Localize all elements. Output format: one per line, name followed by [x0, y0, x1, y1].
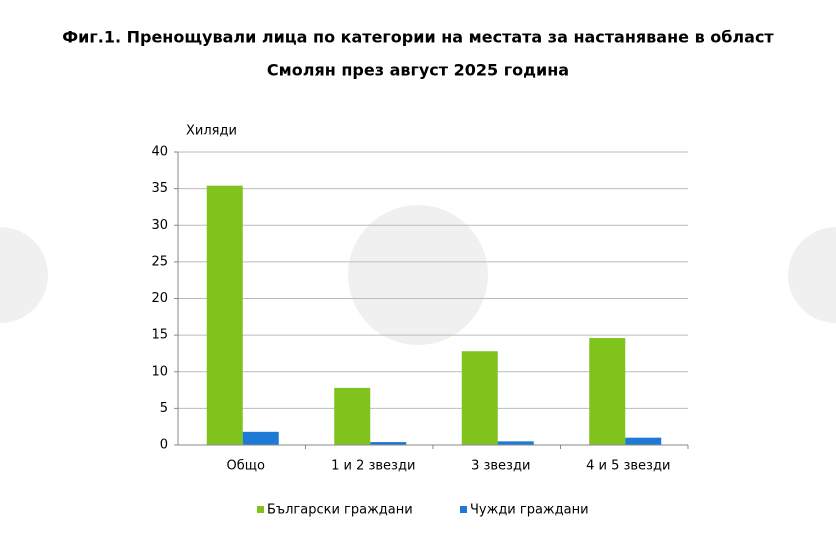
y-tick-label: 20: [151, 291, 168, 306]
watermark: [0, 205, 836, 345]
y-tick-label: 35: [151, 181, 168, 196]
x-tick-label: 4 и 5 звезди: [586, 459, 670, 474]
y-axis-label: Хиляди: [186, 124, 237, 139]
chart-title: Смолян през август 2025 година: [267, 61, 569, 80]
y-tick-label: 15: [151, 328, 168, 343]
y-tick-label: 10: [151, 364, 168, 379]
legend-swatch: [257, 506, 264, 513]
x-tick-label: 1 и 2 звезди: [331, 459, 415, 474]
bar: [206, 185, 243, 445]
bar: [461, 351, 498, 445]
y-tick-label: 0: [160, 438, 168, 453]
y-tick-label: 30: [151, 218, 168, 233]
bar: [589, 338, 626, 445]
x-tick-label: 3 звезди: [471, 459, 530, 474]
bar: [497, 441, 534, 445]
y-tick-label: 25: [151, 254, 168, 269]
legend-label: Чужди граждани: [470, 503, 589, 518]
legend-label: Български граждани: [267, 503, 413, 518]
legend-swatch: [460, 506, 467, 513]
x-tick-label: Общо: [227, 459, 265, 474]
bar: [625, 437, 662, 445]
bar: [370, 442, 407, 445]
bar: [334, 387, 371, 445]
y-tick-label: 5: [160, 401, 168, 416]
chart-title: Фиг.1. Пренощували лица по категории на …: [62, 28, 774, 47]
bar: [242, 431, 279, 445]
y-tick-label: 40: [151, 145, 168, 160]
